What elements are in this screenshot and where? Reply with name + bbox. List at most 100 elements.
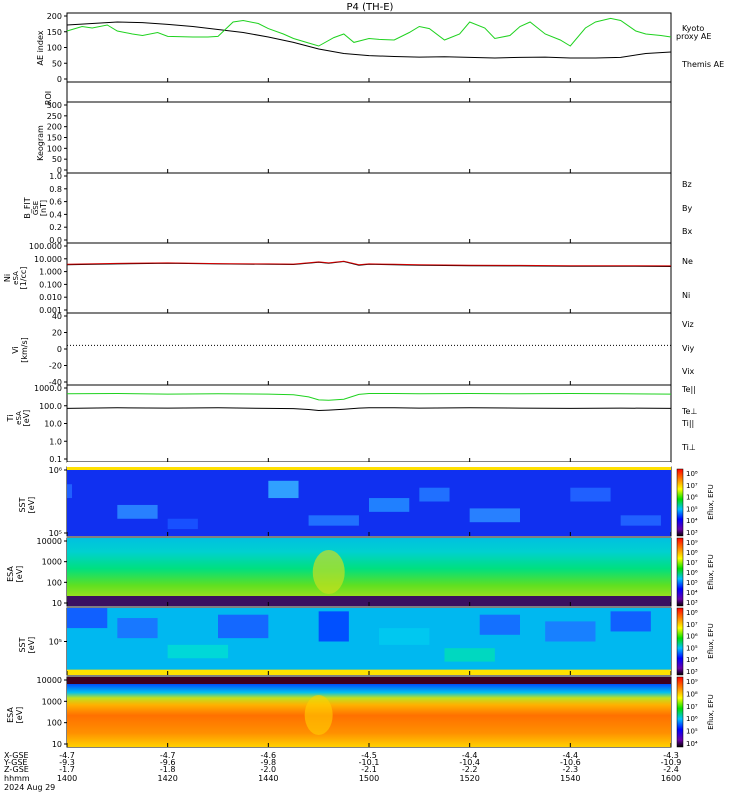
colorbar-4: Eflux, EFU [676,676,715,748]
colorbar-1-tick: 10⁷ [686,482,698,490]
sst-e-block [167,518,198,530]
esa_i-ytick-label: 10 [52,740,62,749]
sst-i-block [545,621,596,642]
keogram-ytick-label: 100 [47,144,62,153]
ae-ytick-label: 0 [57,75,62,84]
sst-e-block [419,487,450,502]
density-ytick-label: 0.100 [39,280,62,289]
bfit-ytick-label: 0.6 [49,198,62,207]
sst-e-block [117,504,158,519]
temperature-ytick-label: 1.0 [49,437,62,446]
xaxis-x-label: -4.7 [160,751,176,760]
esa-i-ylabel-1: ESA [6,707,15,723]
colorbar-4-tick: 10⁵ [686,728,698,736]
colorbar-3-tick: 10⁵ [686,644,698,652]
velocity-frame [66,312,672,386]
plot-title: P4 (TH-E) [347,2,394,13]
density-ytick-label: 0.010 [39,293,62,302]
xaxis-z-label: -2.4 [663,765,679,774]
xaxis-t-label: 1600 [661,774,681,783]
colorbar-3-tick: 10⁸ [686,609,698,617]
ae-ytick-label: 50 [52,59,62,68]
bfit-ytick-label: 1.0 [49,172,62,181]
colorbar-1-tick: 10⁴ [686,517,698,525]
bfit-ylabel-2: GSE [32,201,40,215]
colorbar-2-tick: 10⁶ [686,569,698,577]
xaxis-t-label: 1420 [157,774,177,783]
xaxis-y-label: -9.6 [160,758,176,767]
colorbar-2-tick: 10⁸ [686,549,698,557]
density-frame [66,242,672,314]
sst_i-ytick-label: 10⁵ [49,638,62,647]
density-ne-line [66,260,672,267]
esa_i-ytick-label: 1000 [42,697,62,706]
esa-i-spectrogram [67,677,671,747]
density-ylabel-2: eSA [12,271,20,285]
axis-ticks: 2001501005003002502001501005001.00.80.60… [29,12,698,783]
sst-i-ylabel-1: SST [18,637,27,652]
colorbar-2-label: Eflux, EFU [707,554,715,589]
keogram-ytick-label: 300 [47,101,62,110]
ae-ylabel: AE index [36,30,45,65]
xaxis-row-hhmm: hhmm [4,774,30,783]
sst-e-block [308,515,359,526]
ae-kyoto-line [66,17,672,47]
ae-themis-line [66,21,672,59]
colorbar-3-tick: 10⁷ [686,621,698,629]
temp-legend-ti-perp: Ti⊥ [681,443,696,452]
sst-i-block [379,628,430,645]
density-legend-ni: Ni [682,291,690,300]
colorbar-3-tick: 10³ [686,668,698,676]
sst-i-block [218,614,269,639]
xaxis-y-label: -10.9 [661,758,682,767]
bfit-ytick-label: 0.2 [49,223,62,232]
colorbar-3-tick: 10⁴ [686,656,698,664]
bfit-ytick-label: 0.4 [49,210,62,219]
xaxis-x-label: -4.4 [563,751,579,760]
xaxis-t-label: 1500 [359,774,379,783]
xaxis-x-label: -4.7 [59,751,75,760]
sst-i-ylabel-2: [eV] [27,637,36,654]
esa_e-ytick-label: 100 [47,578,62,587]
colorbar-1-tick: 10³ [686,529,698,537]
xaxis-y-label: -10.6 [560,758,581,767]
velocity-ytick-label: 40 [52,312,62,321]
velocity-ytick-label: -40 [49,378,62,387]
colorbar-2-tick: 10⁴ [686,589,698,597]
xaxis-y-label: -10.1 [359,758,380,767]
xaxis-t-label: 1520 [459,774,479,783]
ae-ytick-label: 150 [47,28,62,37]
sst-i-block [318,611,349,642]
line-series [66,17,672,412]
density-ylabel-1: Ni [3,274,12,282]
keogram-ytick-label: 200 [47,123,62,132]
temp-ti-par-line [66,392,672,401]
density-ytick-label: 100.000 [29,242,62,251]
xaxis-z-label: -2.2 [462,765,478,774]
xaxis-z-label: -2.0 [261,765,277,774]
xaxis-y-label: -9.3 [59,758,75,767]
esa-e-ylabel-1: ESA [6,566,15,582]
xaxis-y-label: -9.8 [261,758,277,767]
xaxis-date: 2024 Aug 29 [4,783,55,792]
velocity-legend-vix: Vix [682,367,695,376]
temp-legend-te-perp: Te⊥ [681,407,697,416]
velocity-ytick-label: -20 [49,362,62,371]
xaxis-z-label: -2.3 [563,765,579,774]
xaxis-t-label: 1440 [258,774,278,783]
esa-i-top-band [67,677,671,684]
esa_i-ytick-label: 10000 [37,676,62,685]
bfit-legend-bx: Bx [682,227,692,236]
xaxis-z-label: -1.8 [160,765,176,774]
colorbar-3-label: Eflux, EFU [707,623,715,658]
velocity-ytick-label: 0 [57,345,62,354]
temp-ylabel-3: [eV] [22,410,31,427]
xaxis-x-label: -4.5 [361,751,377,760]
spectrograms [67,462,671,747]
temp-legend-ti-par: Ti|| [681,419,694,428]
xaxis-t-label: 1400 [57,774,77,783]
velocity-ytick-label: 20 [52,329,62,338]
colorbar-1-tick: 10⁵ [686,505,698,513]
